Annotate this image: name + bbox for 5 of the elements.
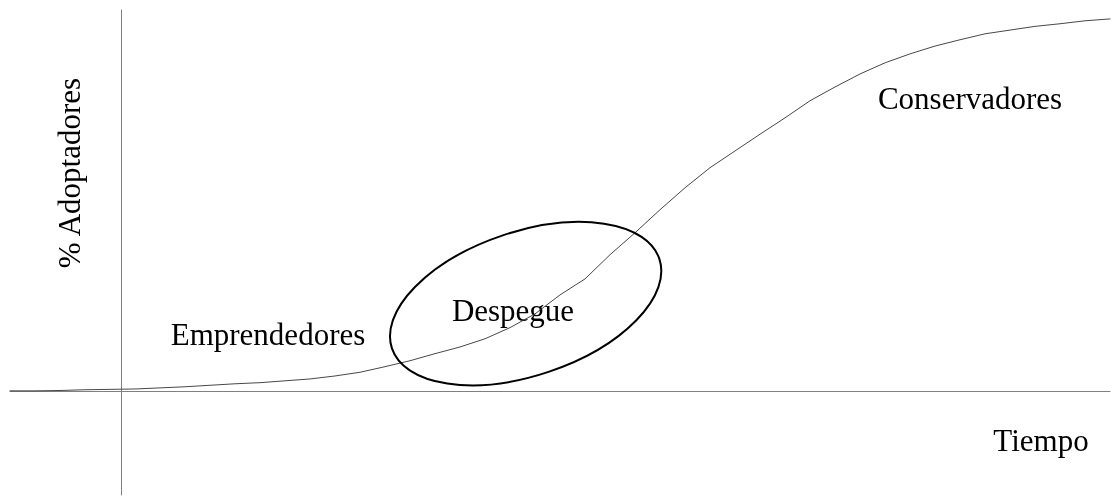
annotation: Despegue xyxy=(451,292,575,328)
x-axis-title: Tiempo xyxy=(993,422,1089,458)
y-axis-title: % Adoptadores xyxy=(51,77,87,269)
annotation: Conservadores xyxy=(877,80,1063,116)
annotation: Emprendedores xyxy=(170,316,366,352)
